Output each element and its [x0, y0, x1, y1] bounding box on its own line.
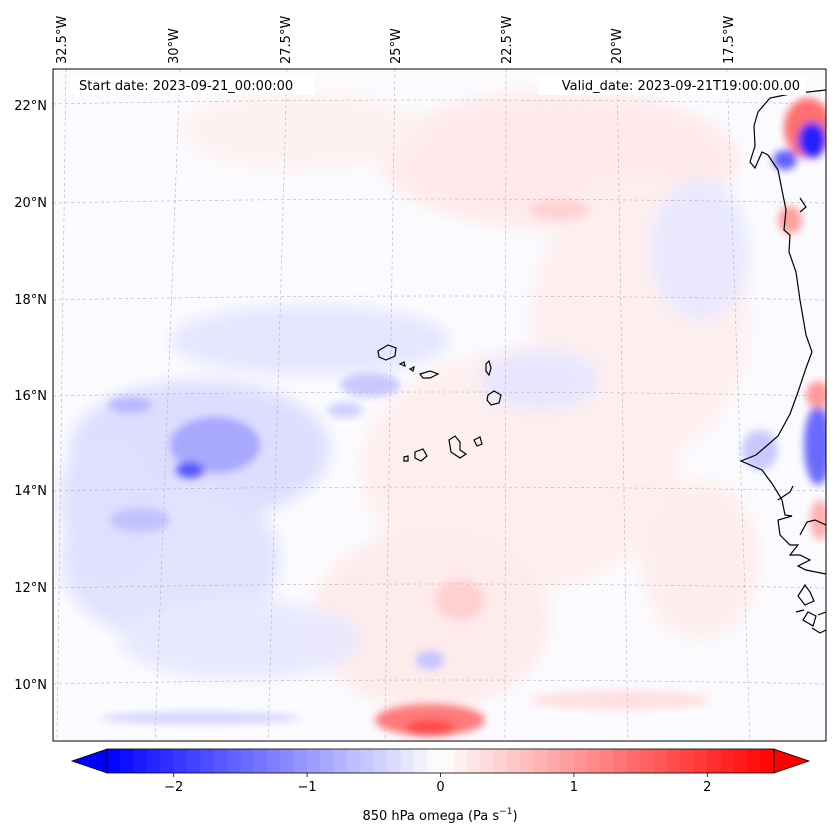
colorbar-step	[133, 749, 148, 773]
colorbar-step	[453, 749, 468, 773]
colorbar-step	[120, 749, 135, 773]
colorbar-step	[667, 749, 682, 773]
start-date-box	[70, 75, 315, 95]
colorbar-ticks: −2 −1 0 1 2	[164, 773, 711, 795]
lon-label: 20°W	[610, 28, 625, 64]
colorbar-step	[147, 749, 161, 773]
lat-label: 16°N	[14, 389, 47, 404]
colorbar-step	[440, 749, 455, 773]
start-date-text: Start date: 2023-09-21_00:00:00	[79, 79, 293, 94]
colorbar-step	[160, 749, 175, 773]
colorbar-tick-label: −1	[298, 780, 317, 795]
colorbar-step	[213, 749, 228, 773]
colorbar-step	[640, 749, 655, 773]
lat-label: 18°N	[14, 293, 47, 308]
colorbar-tick-label: −2	[164, 780, 183, 795]
colorbar-step	[280, 749, 295, 773]
latitude-labels: 22°N 20°N 18°N 16°N 14°N 12°N 10°N	[14, 99, 47, 693]
colorbar-step	[267, 749, 282, 773]
colorbar-step	[293, 749, 308, 773]
colorbar-step	[307, 749, 322, 773]
colorbar-step	[533, 749, 548, 773]
colorbar-step	[493, 749, 508, 773]
colorbar-step	[107, 749, 121, 773]
colorbar-step	[413, 749, 428, 773]
valid-date-text: Valid_date: 2023-09-21T19:00:00.00	[562, 79, 800, 94]
omega-field	[53, 69, 826, 741]
colorbar-step	[547, 749, 562, 773]
colorbar-step	[600, 749, 615, 773]
lat-label: 10°N	[14, 678, 47, 693]
colorbar-step	[253, 749, 268, 773]
colorbar-step	[187, 749, 201, 773]
graticule	[53, 69, 826, 741]
lon-label: 32.5°W	[55, 16, 70, 64]
colorbar-tick-label: 2	[703, 780, 711, 795]
colorbar-step	[613, 749, 628, 773]
coastline	[739, 89, 826, 634]
colorbar-step	[360, 749, 375, 773]
colorbar-step	[333, 749, 348, 773]
colorbar-step	[653, 749, 668, 773]
lon-label: 22.5°W	[500, 16, 515, 64]
lat-label: 12°N	[14, 581, 47, 596]
colorbar-step	[507, 749, 522, 773]
lat-label: 20°N	[14, 196, 47, 211]
lon-label: 27.5°W	[279, 16, 294, 64]
lat-label: 22°N	[14, 99, 47, 114]
longitude-labels: 32.5°W 30°W 27.5°W 25°W 22.5°W 20°W 17.5…	[55, 16, 737, 64]
colorbar-right-extend	[773, 748, 811, 774]
colorbar-tick-label: 0	[436, 780, 444, 795]
lon-label: 17.5°W	[722, 16, 737, 64]
colorbar-step	[720, 749, 735, 773]
colorbar-label: 850 hPa omega (Pa s−1)	[362, 807, 517, 824]
colorbar-step	[627, 749, 642, 773]
colorbar-step	[560, 749, 575, 773]
lat-label: 14°N	[14, 484, 47, 499]
colorbar-tick-label: 1	[570, 780, 578, 795]
colorbar-step	[747, 749, 762, 773]
colorbar-step	[693, 749, 708, 773]
valid-date-box	[538, 75, 806, 95]
colorbar: −2 −1 0 1 2 850 hPa omega (Pa s−1)	[70, 748, 811, 824]
colorbar-step	[707, 749, 722, 773]
colorbar-label-main: 850 hPa omega (Pa s	[362, 809, 499, 824]
colorbar-step	[427, 749, 442, 773]
map-panel: Start date: 2023-09-21_00:00:00 Valid_da…	[52, 68, 827, 742]
colorbar-step	[320, 749, 335, 773]
lon-label: 30°W	[167, 28, 182, 64]
colorbar-left-extend	[70, 748, 108, 774]
map-frame	[52, 68, 827, 742]
colorbar-step	[587, 749, 602, 773]
colorbar-step	[373, 749, 388, 773]
lon-label: 25°W	[389, 28, 404, 64]
colorbar-step	[200, 749, 215, 773]
colorbar-step	[227, 749, 241, 773]
colorbar-step	[733, 749, 748, 773]
colorbar-step	[347, 749, 362, 773]
colorbar-step	[240, 749, 255, 773]
colorbar-steps	[107, 749, 775, 773]
colorbar-label-sup: −1	[499, 807, 512, 817]
colorbar-step	[400, 749, 415, 773]
colorbar-step	[387, 749, 402, 773]
colorbar-step	[520, 749, 535, 773]
colorbar-step	[573, 749, 588, 773]
colorbar-label-end: )	[512, 809, 517, 824]
colorbar-step	[680, 749, 695, 773]
colorbar-step	[173, 749, 188, 773]
colorbar-step	[467, 749, 482, 773]
cape-verde-islands	[377, 344, 502, 462]
colorbar-step	[760, 749, 775, 773]
colorbar-step	[480, 749, 495, 773]
